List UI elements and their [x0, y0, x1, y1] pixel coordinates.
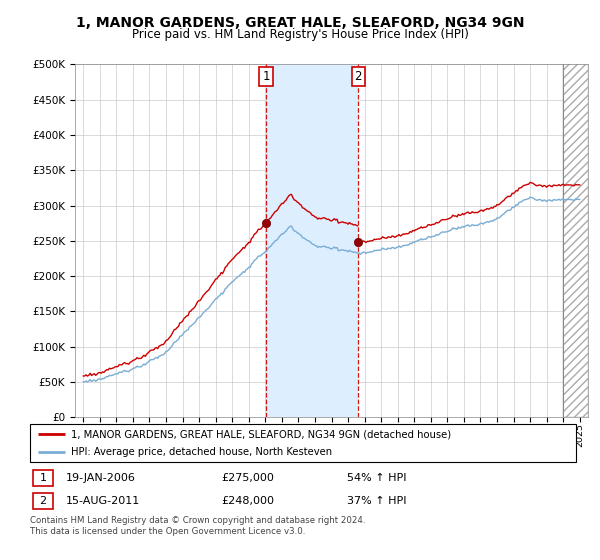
- Text: £248,000: £248,000: [221, 496, 274, 506]
- Text: 15-AUG-2011: 15-AUG-2011: [65, 496, 140, 506]
- Text: HPI: Average price, detached house, North Kesteven: HPI: Average price, detached house, Nort…: [71, 447, 332, 457]
- Text: 1, MANOR GARDENS, GREAT HALE, SLEAFORD, NG34 9GN: 1, MANOR GARDENS, GREAT HALE, SLEAFORD, …: [76, 16, 524, 30]
- Text: Price paid vs. HM Land Registry's House Price Index (HPI): Price paid vs. HM Land Registry's House …: [131, 28, 469, 41]
- Text: 1: 1: [262, 70, 270, 83]
- FancyBboxPatch shape: [30, 424, 576, 462]
- Text: 19-JAN-2006: 19-JAN-2006: [65, 473, 136, 483]
- Text: 1: 1: [40, 473, 47, 483]
- Text: 54% ↑ HPI: 54% ↑ HPI: [347, 473, 406, 483]
- Text: 2: 2: [40, 496, 47, 506]
- Text: £275,000: £275,000: [221, 473, 274, 483]
- FancyBboxPatch shape: [33, 470, 53, 486]
- Text: Contains HM Land Registry data © Crown copyright and database right 2024.
This d: Contains HM Land Registry data © Crown c…: [30, 516, 365, 536]
- Text: 2: 2: [355, 70, 362, 83]
- Bar: [563, 64, 588, 417]
- FancyBboxPatch shape: [33, 493, 53, 509]
- Text: 37% ↑ HPI: 37% ↑ HPI: [347, 496, 406, 506]
- Text: 1, MANOR GARDENS, GREAT HALE, SLEAFORD, NG34 9GN (detached house): 1, MANOR GARDENS, GREAT HALE, SLEAFORD, …: [71, 429, 451, 439]
- Bar: [266, 64, 358, 417]
